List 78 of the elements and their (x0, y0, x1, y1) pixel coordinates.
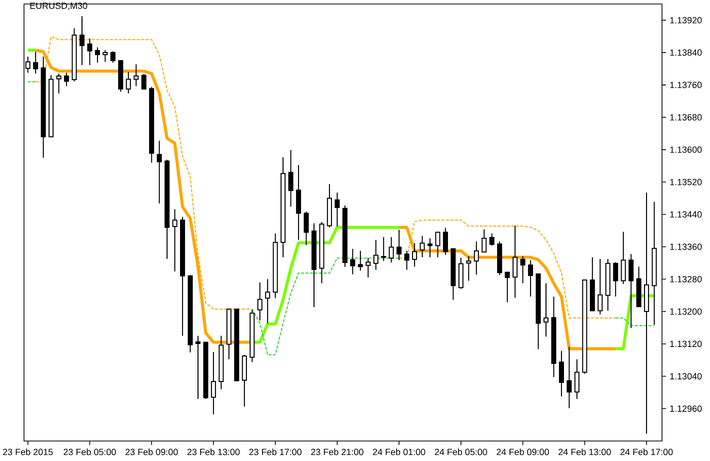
candlestick (304, 211, 309, 246)
candlestick (296, 164, 302, 240)
candlestick (404, 250, 410, 270)
candlestick (420, 235, 425, 258)
candlestick (118, 60, 124, 92)
candlestick (311, 222, 317, 308)
candlestick (195, 335, 201, 400)
y-tick-label: 1.13760 (670, 82, 702, 88)
y-tick-label: 1.13840 (670, 49, 702, 56)
candlestick (272, 232, 278, 299)
y-tick-label: 1.13280 (670, 276, 702, 282)
chart-title: EURUSD,M30 (30, 2, 88, 10)
candlestick (102, 50, 108, 62)
candlestick (543, 282, 549, 338)
candlestick (427, 238, 433, 258)
candlestick (644, 192, 650, 434)
x-tick-label: 23 Feb 13:00 (187, 448, 240, 456)
x-tick-label: 23 Feb 17:00 (249, 448, 302, 456)
candlestick (350, 248, 356, 275)
candlestick (250, 309, 255, 363)
candlestick (652, 201, 657, 326)
candlestick (466, 256, 472, 282)
candlestick (180, 216, 186, 336)
candlestick (412, 242, 418, 268)
y-tick-label: 1.13360 (670, 244, 702, 250)
x-tick-label: 23 Feb 21:00 (311, 448, 364, 456)
candlestick (551, 296, 556, 378)
candlestick (598, 258, 603, 315)
candlestick (558, 350, 564, 397)
candlestick (72, 28, 77, 82)
x-tick-label: 23 Feb 05:00 (64, 448, 116, 456)
candlestick (528, 260, 534, 298)
candlestick (210, 351, 216, 415)
x-tick-label: 24 Feb 05:00 (434, 448, 488, 456)
candlestick (94, 46, 100, 64)
candlestick (366, 258, 371, 278)
candlestick (40, 56, 46, 158)
candlestick (265, 278, 270, 324)
candlestick (149, 86, 154, 164)
candlestick (520, 256, 526, 284)
candlestick (566, 346, 572, 409)
candlestick (512, 225, 518, 298)
candlestick (280, 156, 286, 258)
x-tick-label: 24 Feb 13:00 (558, 448, 611, 456)
candlestick (33, 51, 38, 74)
x-tick-label: 24 Feb 17:00 (620, 448, 673, 456)
y-tick-label: 1.13200 (670, 308, 702, 315)
candlestick (613, 262, 618, 298)
candlestick (87, 38, 92, 66)
y-tick-label: 1.12960 (670, 405, 702, 412)
candlestick (188, 274, 193, 353)
candlestick (373, 239, 378, 270)
candlestick (156, 140, 162, 204)
candlestick (628, 254, 634, 329)
y-tick-label: 1.13600 (670, 146, 702, 153)
candlestick (334, 192, 340, 228)
y-tick-label: 1.13920 (670, 16, 702, 24)
candlestick (396, 229, 402, 261)
y-tick-label: 1.13680 (670, 114, 702, 120)
candlestick (218, 335, 224, 390)
y-tick-label: 1.13440 (670, 211, 702, 218)
candlestick (474, 241, 479, 276)
x-tick-label: 24 Feb 09:00 (496, 448, 549, 456)
candlestick (605, 258, 610, 312)
y-tick-label: 1.13520 (670, 178, 702, 186)
candlestick (172, 208, 178, 272)
y-tick-label: 1.13120 (670, 340, 702, 348)
candlestick (319, 222, 324, 284)
x-tick-label: 24 Feb 01:00 (373, 448, 426, 456)
candlestick (326, 184, 332, 228)
candlestick (79, 16, 85, 66)
candlestick (288, 150, 294, 208)
y-tick-label: 1.13040 (670, 373, 702, 380)
x-tick-label: 23 Feb 09:00 (126, 448, 178, 456)
candlestick (574, 358, 580, 400)
candlestick (56, 73, 62, 94)
x-tick-label: 23 Feb 2015 (3, 448, 53, 456)
candlestick (257, 282, 262, 321)
